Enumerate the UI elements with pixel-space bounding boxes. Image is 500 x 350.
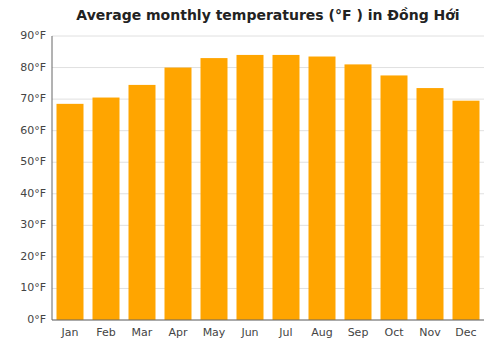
x-tick-label: Aug <box>311 326 332 339</box>
y-tick-label: 30°F <box>20 218 46 231</box>
bar <box>345 64 372 320</box>
x-tick-label: Apr <box>168 326 188 339</box>
x-tick-label: Jul <box>278 326 292 339</box>
axes <box>52 36 484 320</box>
bar <box>453 101 480 320</box>
x-axis: Jan Feb Mar Apr May Jun Jul Aug Sep Oct Nov Dec <box>61 326 477 339</box>
grid-line <box>52 320 484 321</box>
grid <box>52 36 484 320</box>
x-tick-label: Jan <box>61 326 79 339</box>
y-axis-line <box>52 36 53 320</box>
y-tick-label: 40°F <box>20 187 46 200</box>
y-tick-label: 20°F <box>20 250 46 263</box>
x-tick-label: May <box>203 326 226 339</box>
bar <box>381 75 408 320</box>
y-tick-label: 70°F <box>20 92 46 105</box>
bars <box>57 55 480 320</box>
x-tick-label: Dec <box>455 326 476 339</box>
bar <box>237 55 264 320</box>
bar <box>417 88 444 320</box>
y-axis: 0°F 10°F 20°F 30°F 40°F 50°F 60°F 70°F 80°F 90°F <box>20 29 46 326</box>
y-tick-label: 60°F <box>20 124 46 137</box>
y-tick-label: 80°F <box>20 61 46 74</box>
chart-svg: Average monthly temperatures (°F ) in Đồ… <box>0 0 500 350</box>
bar <box>93 98 120 320</box>
y-tick-label: 90°F <box>20 29 46 42</box>
y-tick-label: 0°F <box>27 313 46 326</box>
chart-title: Average monthly temperatures (°F ) in Đồ… <box>76 7 459 23</box>
bar <box>129 85 156 320</box>
y-tick-label: 10°F <box>20 281 46 294</box>
bar <box>201 58 228 320</box>
x-tick-label: Sep <box>348 326 369 339</box>
x-tick-label: Mar <box>132 326 153 339</box>
x-tick-label: Oct <box>384 326 404 339</box>
bar <box>57 104 84 320</box>
chart-container: Average monthly temperatures (°F ) in Đồ… <box>0 0 500 350</box>
bar <box>165 68 192 320</box>
grid-line <box>52 67 484 68</box>
grid-line <box>52 36 484 37</box>
bar <box>273 55 300 320</box>
x-tick-label: Nov <box>419 326 441 339</box>
x-tick-label: Jun <box>240 326 258 339</box>
bar <box>309 57 336 320</box>
x-tick-label: Feb <box>96 326 115 339</box>
x-axis-line <box>52 320 484 321</box>
y-tick-label: 50°F <box>20 155 46 168</box>
